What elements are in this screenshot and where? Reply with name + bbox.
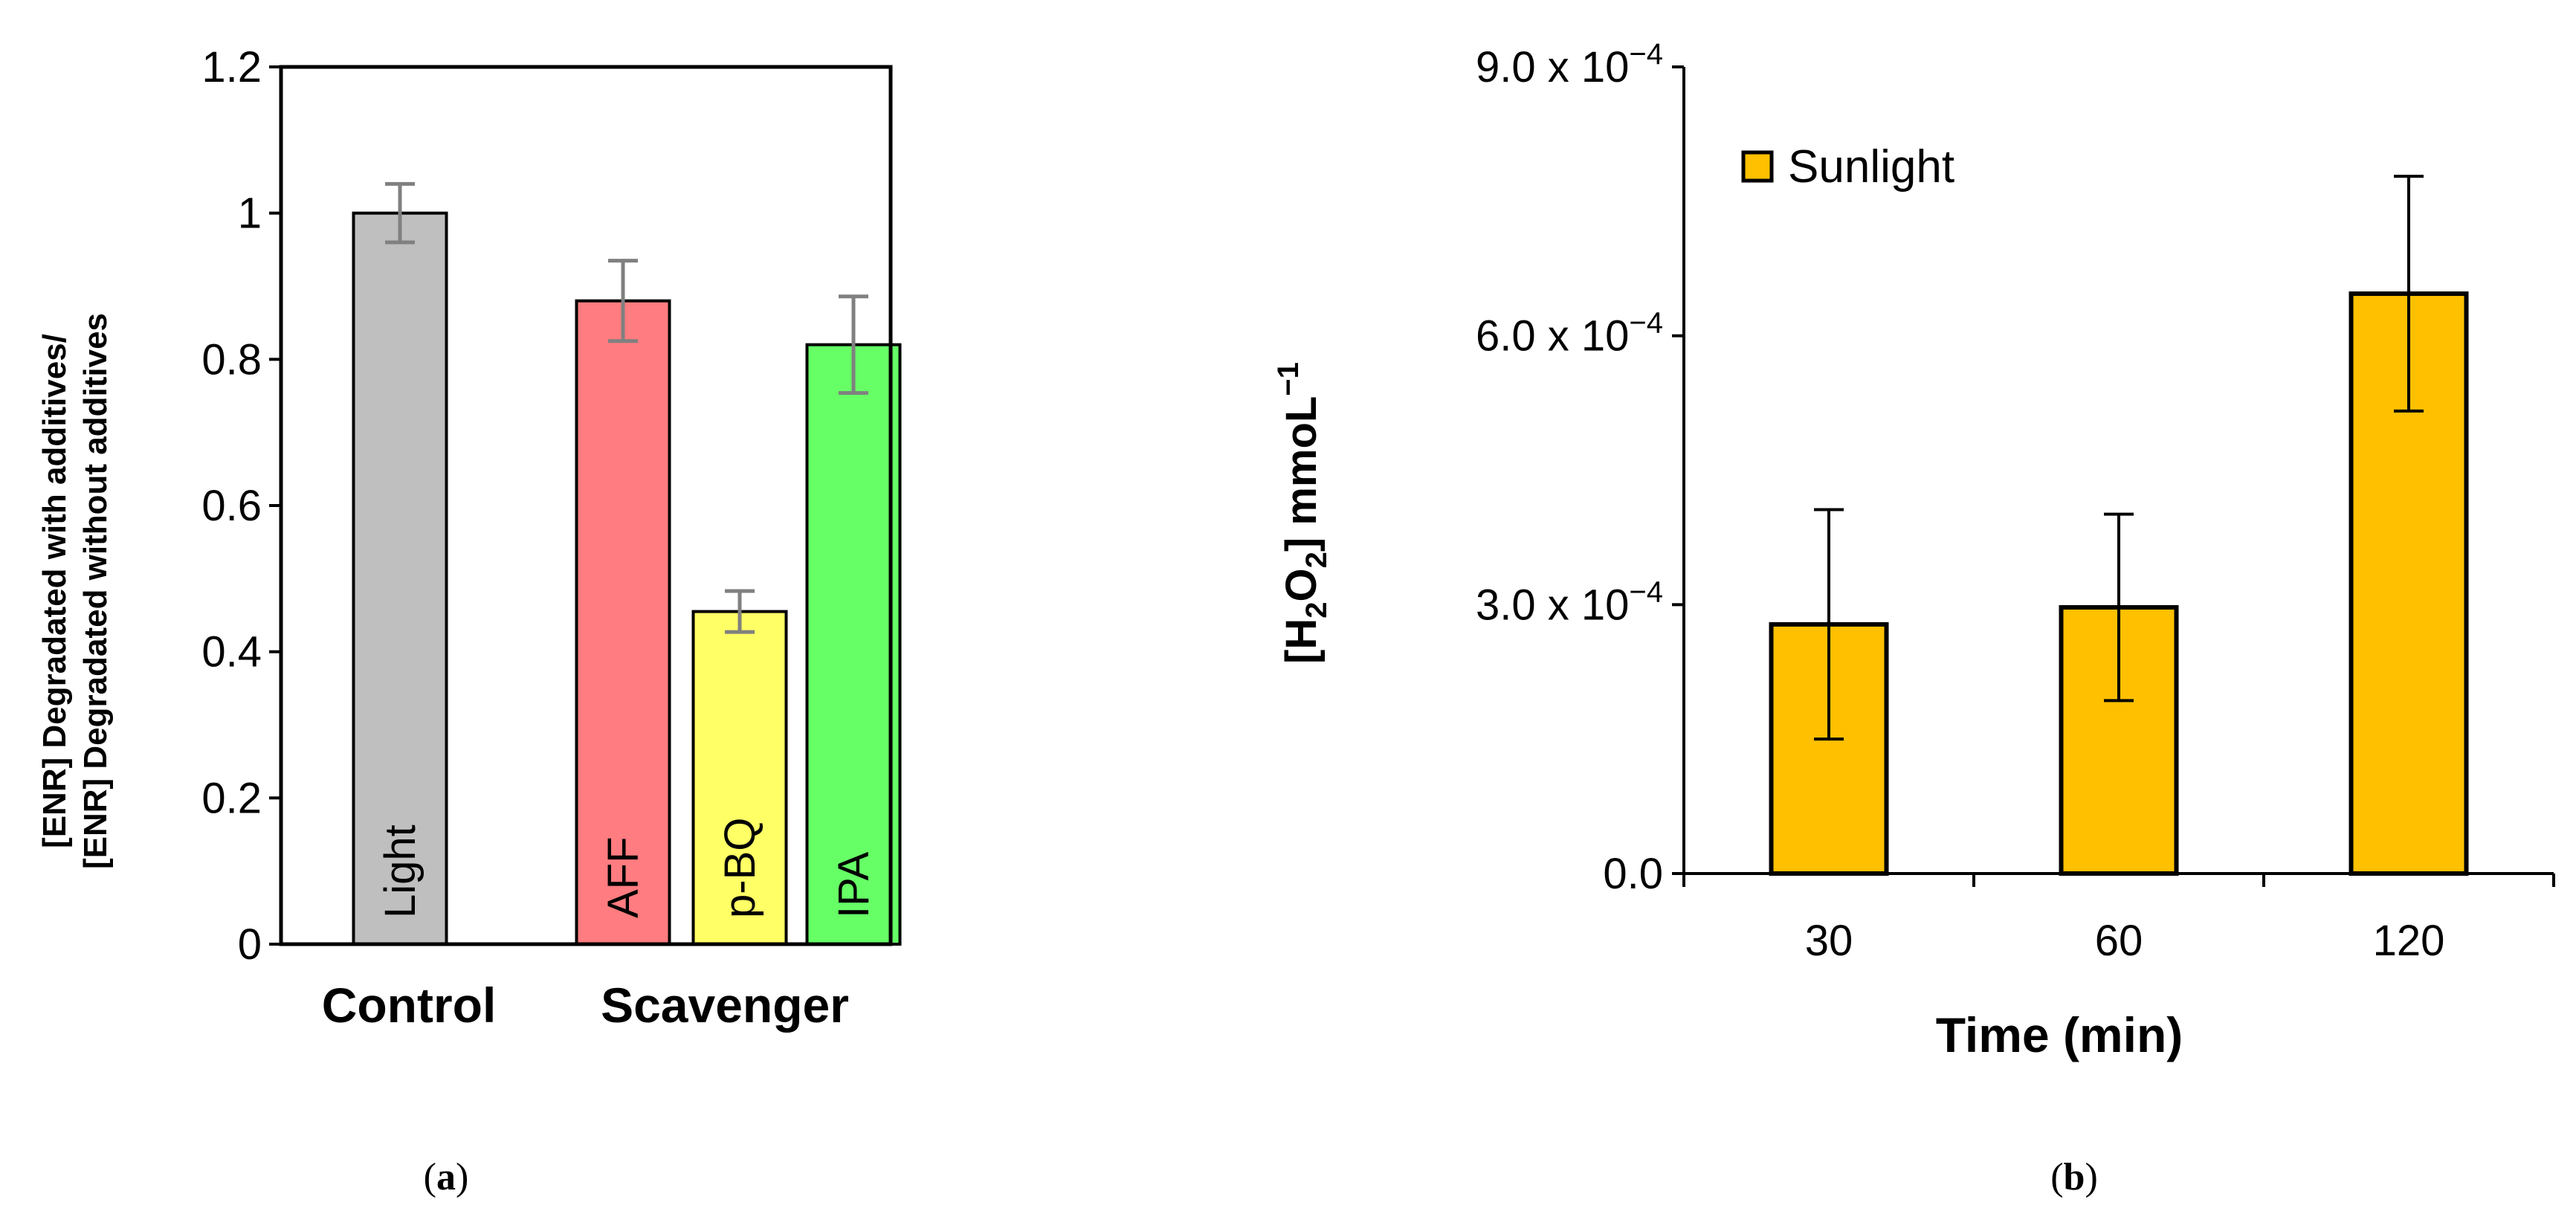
panel-b-axes <box>1682 67 2554 875</box>
panel-b-legend: Sunlight <box>1741 141 1954 193</box>
panel-b-x-axis-title: Time (min) <box>1936 1007 2183 1062</box>
panel-a-axes <box>279 65 893 946</box>
panel-a-group-labels: Control Scavenger <box>322 978 849 1033</box>
panel-a-bar-aff <box>575 299 671 946</box>
panel-b-x-ticks: 30 60 120 <box>1682 874 2555 965</box>
panel-a-y-axis-title-line1: [ENR] Degradated with additives/ <box>36 334 73 848</box>
panel-b-chart: [H2O2] mmoL−1 0.0 3.0 x 10−4 6.0 x 10−4 9.0… <box>1272 38 2555 1198</box>
panel-b-y-tick-label: 3.0 x 10−4 <box>1476 575 1663 629</box>
panel-b-y-tick-label: 9.0 x 10−4 <box>1476 38 1663 91</box>
panel-a-plot-frame <box>279 65 893 946</box>
panel-b-bar <box>2059 604 2179 876</box>
panel-a-chart: [ENR] Degradated with additives/ [ENR] D… <box>36 43 902 1198</box>
panel-a-y-tick-label: 0 <box>238 920 262 969</box>
panel-a-y-tick-label: 0.2 <box>201 774 262 822</box>
panel-b-y-ticks: 0.0 3.0 x 10−4 6.0 x 10−4 9.0 x 10−4 <box>1476 38 1684 898</box>
panel-a-bar-label: p-BQ <box>716 818 764 918</box>
panel-a-y-axis-title-line2: [ENR] Degradated without additives <box>77 313 114 869</box>
panel-a-bar-label: AFF <box>599 836 648 918</box>
panel-b-y-tick-label: 0.0 <box>1603 850 1663 898</box>
panel-a-bar-label: Light <box>376 824 425 918</box>
panel-a-bar-ipa <box>805 343 902 946</box>
panel-a-bar-label: IPA <box>830 852 878 918</box>
panel-a-label: (a) <box>424 1156 469 1198</box>
panel-b-x-tick-label: 30 <box>1805 917 1853 965</box>
panel-b-y-tick-label: 6.0 x 10−4 <box>1476 307 1663 361</box>
panel-a-y-axis-title: [ENR] Degradated with additives/ [ENR] D… <box>36 313 114 869</box>
panel-b-legend-swatch <box>1741 150 1774 183</box>
panel-a-y-tick-label: 1 <box>238 190 262 238</box>
panel-b-x-tick-label: 120 <box>2373 917 2445 965</box>
panel-a-bars: Light AFF p-BQ IPA <box>352 181 902 946</box>
panel-b-bars <box>1769 175 2469 876</box>
panel-b-legend-label: Sunlight <box>1788 141 1954 193</box>
panel-b-x-tick-label: 60 <box>2095 917 2143 965</box>
panel-b-y-axis-title: [H2O2] mmoL−1 <box>1272 362 1333 664</box>
panel-a-y-tick-label: 1.2 <box>201 43 262 91</box>
panel-a-group-label: Scavenger <box>601 978 849 1033</box>
panel-b-label: (b) <box>2050 1156 2098 1198</box>
panel-a-group-label: Control <box>322 978 497 1033</box>
panel-a-y-tick-label: 0.6 <box>201 482 262 530</box>
panel-a-bar-p-bq <box>691 610 788 946</box>
panel-a-y-tick-label: 0.8 <box>201 335 262 384</box>
panel-a-y-tick-label: 0.4 <box>201 628 262 677</box>
panel-a-y-ticks: 0 0.2 0.4 0.6 0.8 1 1.2 <box>201 43 281 969</box>
